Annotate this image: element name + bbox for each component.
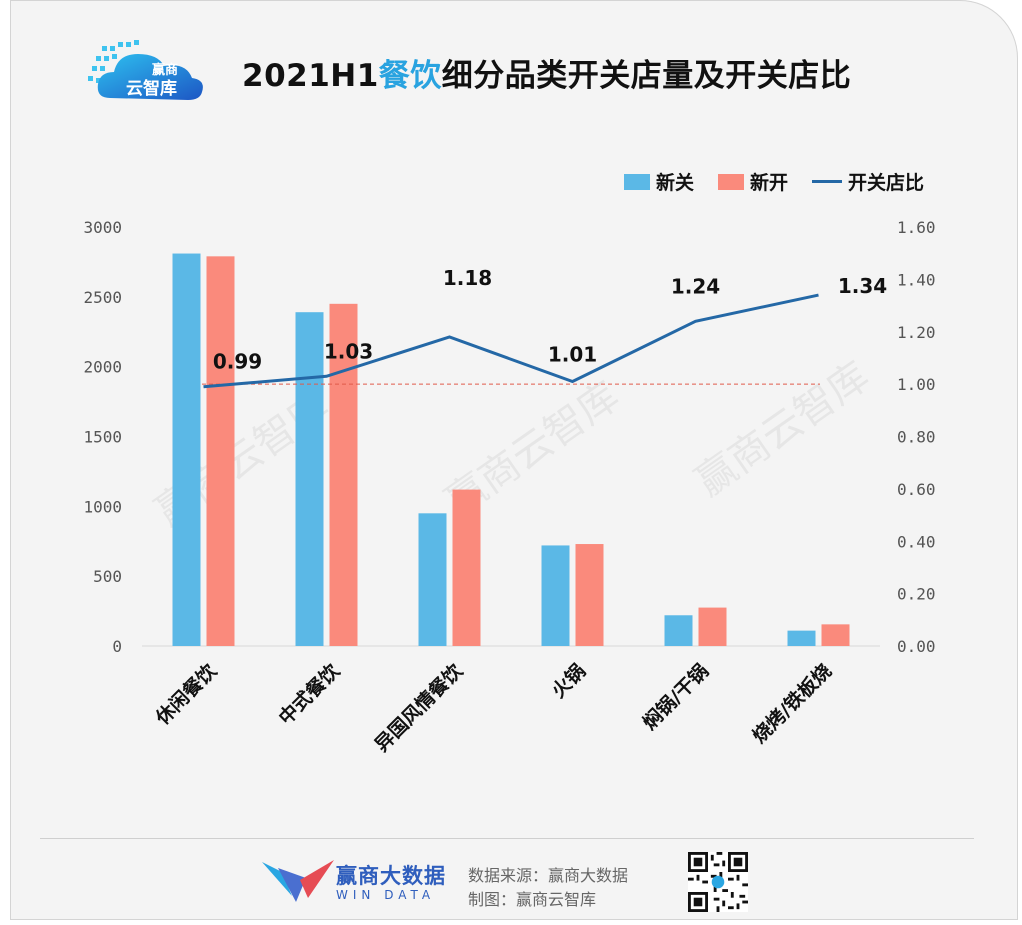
y2-tick-label: 1.60 — [897, 218, 936, 237]
data-label: 1.34 — [838, 274, 887, 298]
title-suffix: 细分品类开关店量及开关店比 — [441, 58, 852, 94]
y-tick-label: 2500 — [83, 288, 122, 307]
y2-tick-label: 1.40 — [897, 270, 936, 289]
salmon-swatch-icon — [718, 173, 745, 190]
watermark-text: 赢商云智库 — [687, 353, 877, 505]
title-prefix: 2021H1 — [242, 58, 379, 94]
legend-label-open: 新开 — [750, 172, 789, 194]
bar-open — [329, 303, 358, 646]
legend-item-close: 新关 — [624, 168, 694, 195]
legend-item-ratio: 开关店比 — [812, 168, 924, 195]
ratio-line — [203, 293, 819, 389]
legend-label-ratio: 开关店比 — [848, 172, 925, 194]
bar-close — [664, 615, 693, 646]
category-label: 烧烤/铁板烧 — [748, 659, 836, 747]
bar-open — [575, 544, 604, 646]
data-label: 0.99 — [213, 350, 262, 374]
legend-label-close: 新关 — [656, 172, 695, 194]
data-label: 1.24 — [671, 274, 720, 298]
y2-tick-label: 0.40 — [897, 532, 936, 551]
legend: 新关 新开 开关店比 — [624, 168, 948, 195]
footer-source: 数据来源：赢商大数据 — [468, 866, 629, 885]
footer-divider — [40, 838, 974, 839]
bar-open — [821, 624, 850, 646]
windata-logo — [262, 860, 334, 902]
y-tick-label: 0 — [112, 637, 122, 656]
line-swatch-icon — [812, 180, 843, 183]
bar-open — [206, 256, 235, 646]
y2-tick-label: 0.60 — [897, 480, 936, 499]
y-tick-label: 1500 — [83, 428, 122, 447]
y2-tick-label: 1.20 — [897, 323, 936, 342]
data-label: 1.03 — [324, 339, 373, 363]
category-label: 火锅 — [547, 659, 590, 702]
bar-close — [787, 630, 816, 646]
bar-close — [295, 312, 324, 646]
data-label: 1.18 — [443, 266, 492, 290]
footer-made-by: 制图：赢商云智库 — [468, 890, 597, 909]
y2-tick-label: 1.00 — [897, 375, 936, 394]
y2-tick-label: 0.20 — [897, 585, 936, 604]
category-label: 焖锅/干锅 — [638, 659, 713, 734]
y-tick-label: 2000 — [83, 358, 122, 377]
bar-close — [541, 545, 570, 646]
y-tick-label: 1000 — [83, 497, 122, 516]
qr-code-icon — [688, 852, 748, 912]
y2-tick-label: 0.80 — [897, 428, 936, 447]
y-tick-label: 3000 — [83, 218, 122, 237]
blue-swatch-icon — [624, 173, 650, 190]
bar-close — [172, 253, 201, 646]
footer-brand-en: WIN DATA — [336, 888, 436, 902]
bar-close — [418, 513, 447, 646]
bar-open — [698, 607, 727, 646]
yingshang-cloud-logo: 赢商 云智库 — [88, 40, 203, 100]
y2-tick-label: 0.00 — [897, 637, 936, 656]
category-label: 中式餐饮 — [274, 659, 345, 730]
chart-title: 2021H1餐饮细分品类开关店量及开关店比 — [242, 50, 851, 95]
logo-text-top: 赢商 — [152, 62, 178, 78]
footer-brand-cn: 赢商大数据 — [336, 864, 446, 888]
data-label: 1.01 — [548, 343, 597, 367]
combo-chart: 赢商云智库 赢商云智库 赢商云智库 050010001500200025003000… — [83, 218, 936, 757]
bar-open — [452, 489, 481, 646]
category-label: 异国风情餐饮 — [370, 659, 468, 757]
y-tick-label: 500 — [93, 567, 122, 586]
logo-text-bottom: 云智库 — [126, 78, 177, 99]
title-highlight: 餐饮 — [378, 58, 442, 94]
legend-item-open: 新开 — [718, 168, 788, 195]
category-label: 休闲餐饮 — [150, 659, 221, 730]
